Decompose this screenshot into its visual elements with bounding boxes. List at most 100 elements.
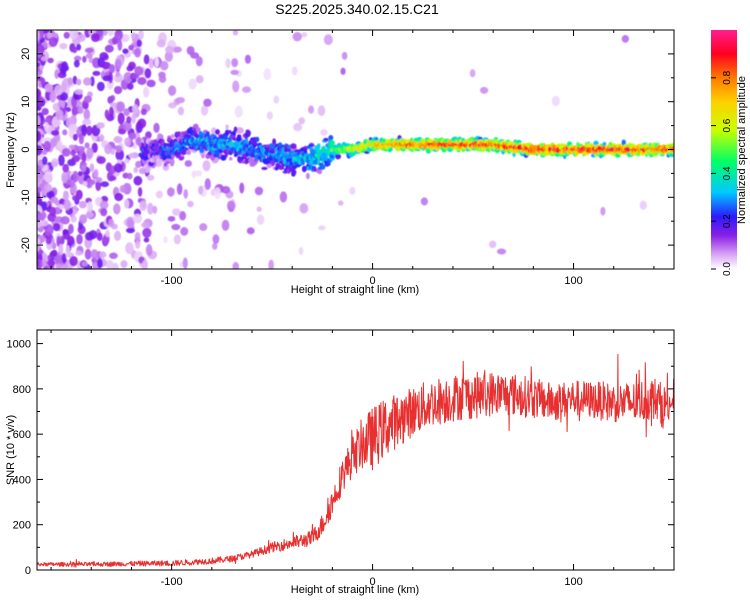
heatmap-cell [44, 224, 54, 236]
heatmap-cell [113, 163, 123, 173]
heatmap-cell [60, 61, 69, 73]
heatmap-cell [246, 227, 255, 235]
heatmap-cell [155, 190, 163, 199]
heatmap-cell [555, 152, 560, 157]
heatmap-cell [72, 133, 78, 141]
heatmap-cell [117, 112, 125, 125]
heatmap-cell [90, 249, 99, 260]
heatmap-cell [236, 136, 242, 142]
heatmap-cell [205, 131, 210, 137]
heatmap-cell [123, 108, 130, 117]
y-tick-label: 10 [20, 96, 32, 108]
heatmap-cell [54, 69, 60, 79]
heatmap-cell [341, 51, 348, 60]
heatmap-cell [70, 149, 76, 157]
heatmap-cell [212, 242, 218, 250]
heatmap-cells [37, 30, 674, 269]
heatmap-cell [53, 120, 61, 127]
colorbar-tick-label: 0.4 [722, 166, 733, 180]
heatmap-cell [63, 199, 71, 211]
heatmap-cell [108, 218, 115, 228]
heatmap-cell [244, 54, 251, 64]
heatmap-cell [40, 56, 48, 62]
heatmap-cell [43, 164, 49, 171]
heatmap-cell [100, 208, 108, 217]
heatmap-cell [292, 32, 302, 42]
heatmap-cell [37, 197, 43, 203]
colorbar-tick-label: 0.2 [722, 214, 733, 228]
heatmap-cell [114, 30, 124, 41]
spectrogram-y-axis: -20 -10 0 10 20 [20, 29, 674, 270]
y-tick-label: 1000 [7, 339, 31, 351]
heatmap-cell [83, 77, 92, 86]
heatmap-cell [85, 177, 93, 189]
heatmap-cell [122, 48, 129, 54]
heatmap-cell [214, 129, 220, 135]
heatmap-cell [82, 102, 89, 110]
heatmap-cell [204, 178, 211, 190]
heatmap-cell [81, 124, 87, 137]
heatmap-cell [154, 56, 159, 68]
heatmap-cell [600, 206, 606, 216]
colorbar-tick-label: 0.6 [722, 118, 733, 132]
heatmap-cell [104, 229, 110, 238]
heatmap-cell [199, 147, 205, 154]
heatmap-cell [233, 126, 238, 133]
heatmap-cell [143, 237, 150, 243]
heatmap-cell [49, 90, 57, 103]
snr-series-line [37, 353, 674, 568]
heatmap-cell [128, 152, 135, 159]
heatmap-cell [125, 227, 135, 234]
heatmap-cell [81, 261, 88, 267]
heatmap-cell [68, 223, 74, 235]
heatmap-cell [318, 225, 326, 231]
heatmap-cell [163, 236, 168, 244]
snr-panel: 0 200 400 600 800 1000 -100 0 100 Height of str… [5, 329, 675, 596]
x-tick-label: -100 [161, 275, 183, 287]
heatmap-cell [75, 78, 82, 86]
heatmap-cell [246, 129, 251, 137]
heatmap-cell [102, 75, 112, 82]
x-tick-label: -100 [161, 576, 183, 588]
heatmap-cell [43, 122, 49, 132]
heatmap-cell [37, 214, 41, 220]
y-tick-label: 200 [13, 520, 31, 532]
heatmap-cell [126, 82, 134, 90]
heatmap-cell [496, 248, 507, 255]
heatmap-cell [228, 156, 233, 161]
heatmap-cell [114, 192, 124, 202]
heatmap-cell [104, 44, 114, 53]
heatmap-cell [132, 213, 143, 224]
heatmap-cell [158, 134, 164, 140]
y-tick-label: 20 [20, 48, 32, 60]
heatmap-cell [37, 259, 40, 267]
heatmap-cell [166, 158, 173, 162]
y-tick-label: 0 [25, 565, 31, 577]
heatmap-cell [158, 75, 167, 83]
heatmap-cell [61, 252, 67, 264]
heatmap-cell [39, 219, 49, 227]
heatmap-cell [37, 144, 43, 156]
heatmap-cell [140, 108, 147, 116]
heatmap-cell [37, 187, 42, 193]
heatmap-cell [182, 257, 188, 269]
heatmap-cell [593, 140, 599, 146]
heatmap-cell [128, 61, 136, 70]
heatmap-cell [95, 180, 102, 192]
y-tick-label: -10 [20, 189, 32, 205]
heatmap-cell [239, 182, 245, 194]
heatmap-cell [97, 232, 103, 242]
heatmap-cell [77, 170, 83, 177]
heatmap-cell [200, 105, 209, 116]
heatmap-cell [42, 137, 53, 144]
snr-x-axis: -100 0 100 [50, 330, 655, 588]
heatmap-cell [480, 86, 489, 94]
heatmap-cell [175, 97, 185, 104]
heatmap-cell [113, 85, 123, 95]
heatmap-cell [109, 102, 118, 108]
heatmap-cell [268, 259, 274, 269]
heatmap-cell [319, 163, 326, 170]
heatmap-cell [261, 166, 268, 171]
heatmap-cell [232, 30, 239, 36]
